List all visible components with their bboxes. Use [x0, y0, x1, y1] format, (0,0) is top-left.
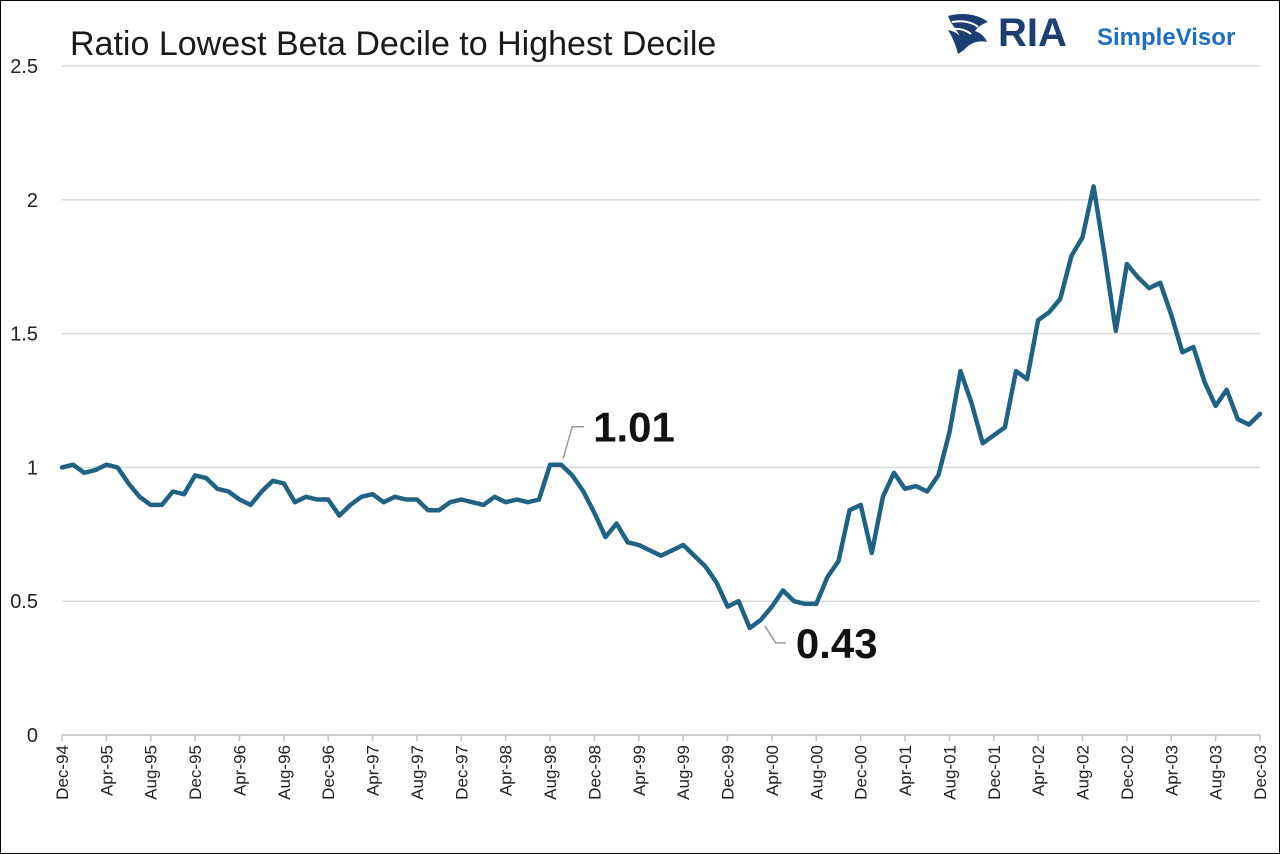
x-tick-label: Apr-96 — [230, 745, 249, 796]
annotation-label: 0.43 — [796, 620, 878, 667]
x-tick-label: Dec-01 — [985, 745, 1004, 800]
annotation-leader-line — [764, 625, 786, 644]
x-tick-label: Dec-00 — [852, 745, 871, 800]
logo: RIA SimpleVisor — [948, 11, 1235, 55]
series-line — [59, 184, 1263, 631]
x-tick-label: Aug-96 — [275, 745, 294, 800]
x-tick-label: Dec-94 — [53, 745, 72, 800]
chart-title: Ratio Lowest Beta Decile to Highest Deci… — [70, 25, 716, 63]
x-tick-label: Aug-02 — [1074, 745, 1093, 800]
y-tick-label: 2.5 — [10, 56, 38, 78]
x-tick-label: Aug-99 — [674, 745, 693, 800]
x-tick-label: Aug-95 — [142, 745, 161, 800]
x-tick-label: Aug-01 — [940, 745, 959, 800]
x-tick-label: Apr-01 — [896, 745, 915, 796]
logo-ria-text: RIA — [998, 11, 1067, 55]
eagle-head-icon — [948, 14, 988, 54]
y-tick-label: 0 — [27, 725, 38, 747]
x-tick-label: Apr-00 — [763, 745, 782, 796]
x-tick-label: Apr-98 — [497, 745, 516, 796]
x-tick-label: Apr-03 — [1162, 745, 1181, 796]
x-tick-label: Dec-95 — [186, 745, 205, 800]
logo-simplevisor-text: SimpleVisor — [1097, 24, 1235, 51]
y-tick-label: 1 — [27, 457, 38, 479]
annotations: 1.01 0.43 — [562, 404, 878, 667]
x-tick-label: Dec-02 — [1118, 745, 1137, 800]
grid-lines — [62, 65, 1260, 602]
x-tick-label: Apr-99 — [630, 745, 649, 796]
x-axis-ticks: Dec-94 Apr-95 Aug-95 Dec-95 Apr-96 Aug-96 Dec-… — [53, 735, 1270, 800]
x-tick-label: Apr-02 — [1029, 745, 1048, 796]
x-tick-label: Dec-03 — [1251, 745, 1270, 800]
annotation-label: 1.01 — [593, 404, 675, 451]
x-tick-label: Aug-03 — [1207, 745, 1226, 800]
x-tick-label: Apr-95 — [97, 745, 116, 796]
x-tick-label: Aug-98 — [541, 745, 560, 800]
x-tick-label: Dec-98 — [585, 745, 604, 800]
x-tick-label: Apr-97 — [364, 745, 383, 796]
x-tick-label: Dec-99 — [719, 745, 738, 800]
y-tick-label: 1.5 — [10, 324, 38, 346]
x-tick-label: Dec-96 — [319, 745, 338, 800]
x-tick-label: Aug-00 — [807, 745, 826, 800]
annotation-leader-line — [562, 425, 585, 459]
x-tick-label: Aug-97 — [408, 745, 427, 800]
y-axis-ticks: 0 0.5 1 1.5 2 2.5 — [10, 56, 38, 747]
x-tick-label: Dec-97 — [452, 745, 471, 800]
y-tick-label: 2 — [27, 190, 38, 212]
y-tick-label: 0.5 — [10, 591, 38, 613]
